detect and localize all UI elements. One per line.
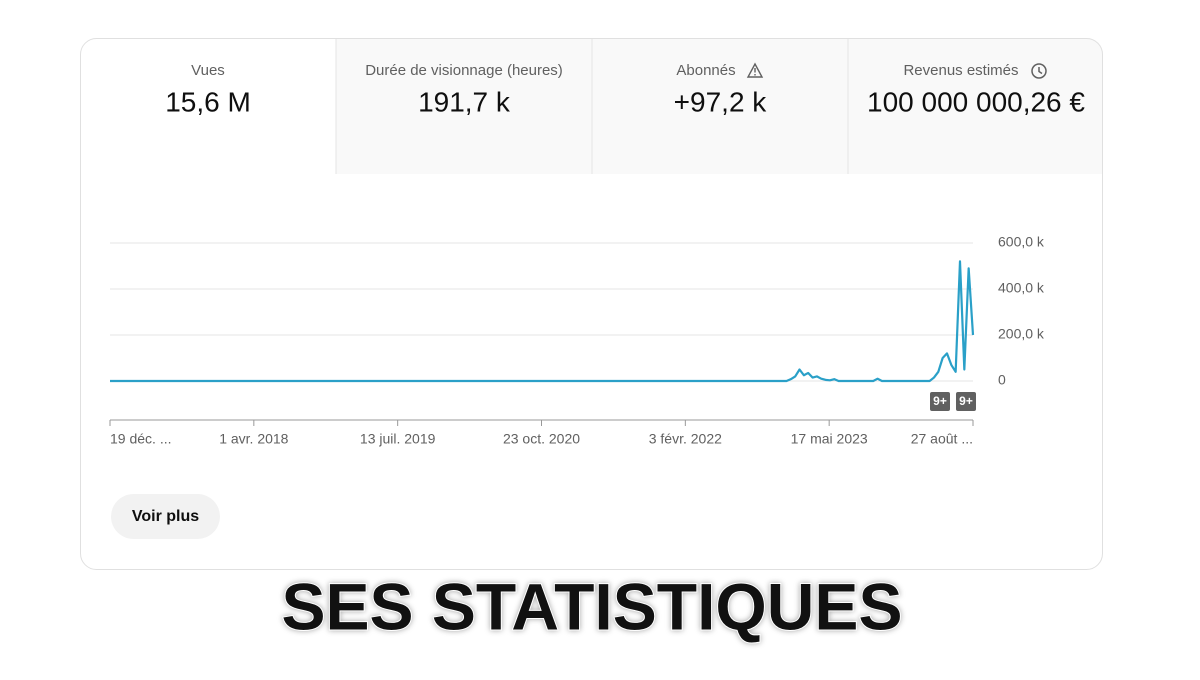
tab-backgrounds — [80, 38, 1103, 570]
x-tick-label: 3 févr. 2022 — [649, 431, 722, 447]
annotation-label: 9+ — [959, 394, 973, 408]
views-line — [110, 260, 975, 383]
y-tick-label: 0 — [998, 372, 1006, 388]
annotation-badge — [956, 392, 976, 411]
tab-value: 100 000 000,26 € — [867, 86, 1085, 117]
y-tick-label: 600,0 k — [998, 234, 1045, 250]
button-label: Voir plus — [132, 508, 199, 525]
button-bg — [111, 494, 220, 539]
x-tick-label: 27 août ... — [911, 431, 973, 447]
y-tick-label: 400,0 k — [998, 280, 1045, 296]
x-tick-label: 19 déc. ... — [110, 431, 171, 447]
warning-icon — [746, 62, 764, 78]
x-tick-label: 1 avr. 2018 — [219, 431, 288, 447]
x-tick-label: 23 oct. 2020 — [503, 431, 580, 447]
x-tick-label: 13 juil. 2019 — [360, 431, 436, 447]
tab-label: Vues — [191, 62, 225, 79]
caption: SES STATISTIQUES — [282, 569, 903, 643]
tab[interactable]: Vues 15,6 M — [165, 62, 251, 117]
tab[interactable]: Abonnés +97,2 k — [674, 62, 768, 117]
card — [80, 38, 1103, 570]
tab-value: 15,6 M — [165, 86, 251, 117]
tab-label: Revenus estimés — [903, 62, 1018, 79]
chart: 0 200,0 k 400,0 k 600,0 k 19 déc. ... 1 avr. … — [109, 234, 1045, 447]
tab-label: Durée de visionnage (heures) — [365, 62, 563, 79]
x-tick-label: 17 mai 2023 — [791, 431, 868, 447]
annotation-badge — [930, 392, 950, 411]
tab[interactable]: Durée de visionnage (heures) 191,7 k — [365, 62, 563, 117]
tab[interactable]: Revenus estimés 100 000 000,26 € — [867, 62, 1085, 117]
tab-value: +97,2 k — [674, 86, 768, 117]
y-tick-label: 200,0 k — [998, 326, 1045, 342]
annotation-label: 9+ — [933, 394, 947, 408]
voir-plus-button[interactable]: Voir plus — [111, 494, 220, 539]
clock-icon — [1031, 63, 1047, 79]
tab-label: Abonnés — [676, 62, 735, 79]
tab-value: 191,7 k — [418, 86, 511, 117]
